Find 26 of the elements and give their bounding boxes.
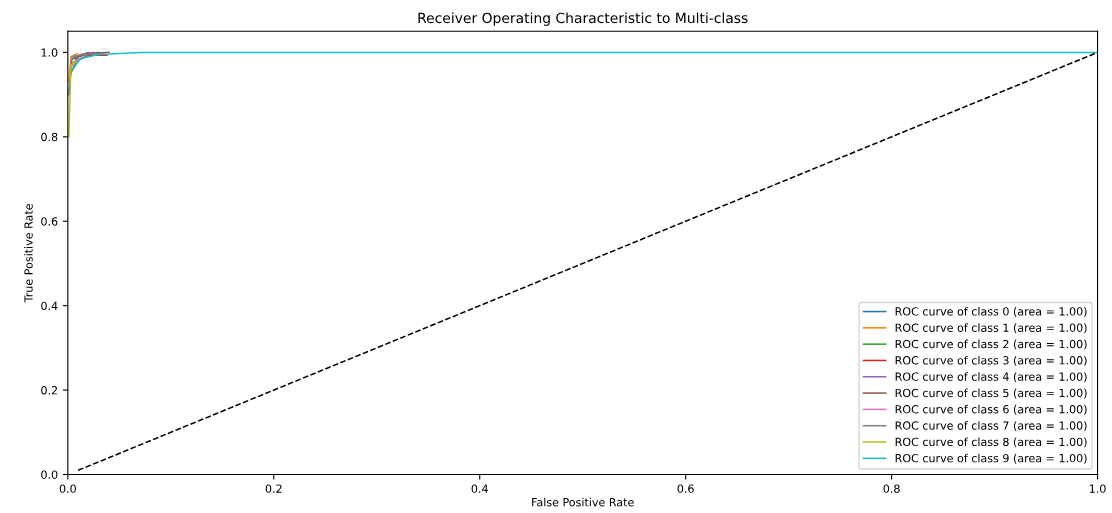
x-tick-label: 1.0: [1089, 484, 1106, 493]
legend-label: ROC curve of class 4 (area = 1.00): [895, 372, 1087, 383]
legend-label: ROC curve of class 7 (area = 1.00): [895, 421, 1087, 432]
chart-title: Receiver Operating Characteristic to Multi-class: [418, 12, 748, 26]
legend-label: ROC curve of class 5 (area = 1.00): [895, 388, 1087, 399]
legend-label: ROC curve of class 6 (area = 1.00): [895, 404, 1087, 415]
legend-label: ROC curve of class 9 (area = 1.00): [895, 453, 1087, 464]
line-series: [72, 51, 1098, 71]
x-tick-label: 0.0: [59, 484, 76, 493]
y-tick-label: 1.0: [41, 48, 58, 57]
y-axis-title: True Positive Rate: [24, 204, 33, 303]
x-tick-label: 0.2: [265, 484, 282, 493]
x-axis-title: False Positive Rate: [532, 497, 634, 507]
y-tick-label: 0.4: [41, 301, 58, 311]
legend-label: ROC curve of class 2 (area = 1.00): [895, 339, 1087, 350]
y-tick-label: 0.0: [41, 470, 58, 479]
y-tick-label: 0.6: [41, 217, 58, 226]
x-tick-label: 0.4: [471, 484, 488, 493]
legend-label: ROC curve of class 8 (area = 1.00): [895, 437, 1087, 448]
y-tick-label: 0.8: [41, 132, 58, 142]
legend-label: ROC curve of class 0 (area = 1.00): [895, 306, 1087, 317]
x-tick-label: 0.8: [883, 484, 900, 493]
legend-label: ROC curve of class 1 (area = 1.00): [895, 323, 1087, 334]
legend-label: ROC curve of class 3 (area = 1.00): [895, 355, 1087, 366]
x-tick-label: 0.6: [677, 484, 694, 493]
y-tick-label: 0.2: [41, 386, 57, 395]
